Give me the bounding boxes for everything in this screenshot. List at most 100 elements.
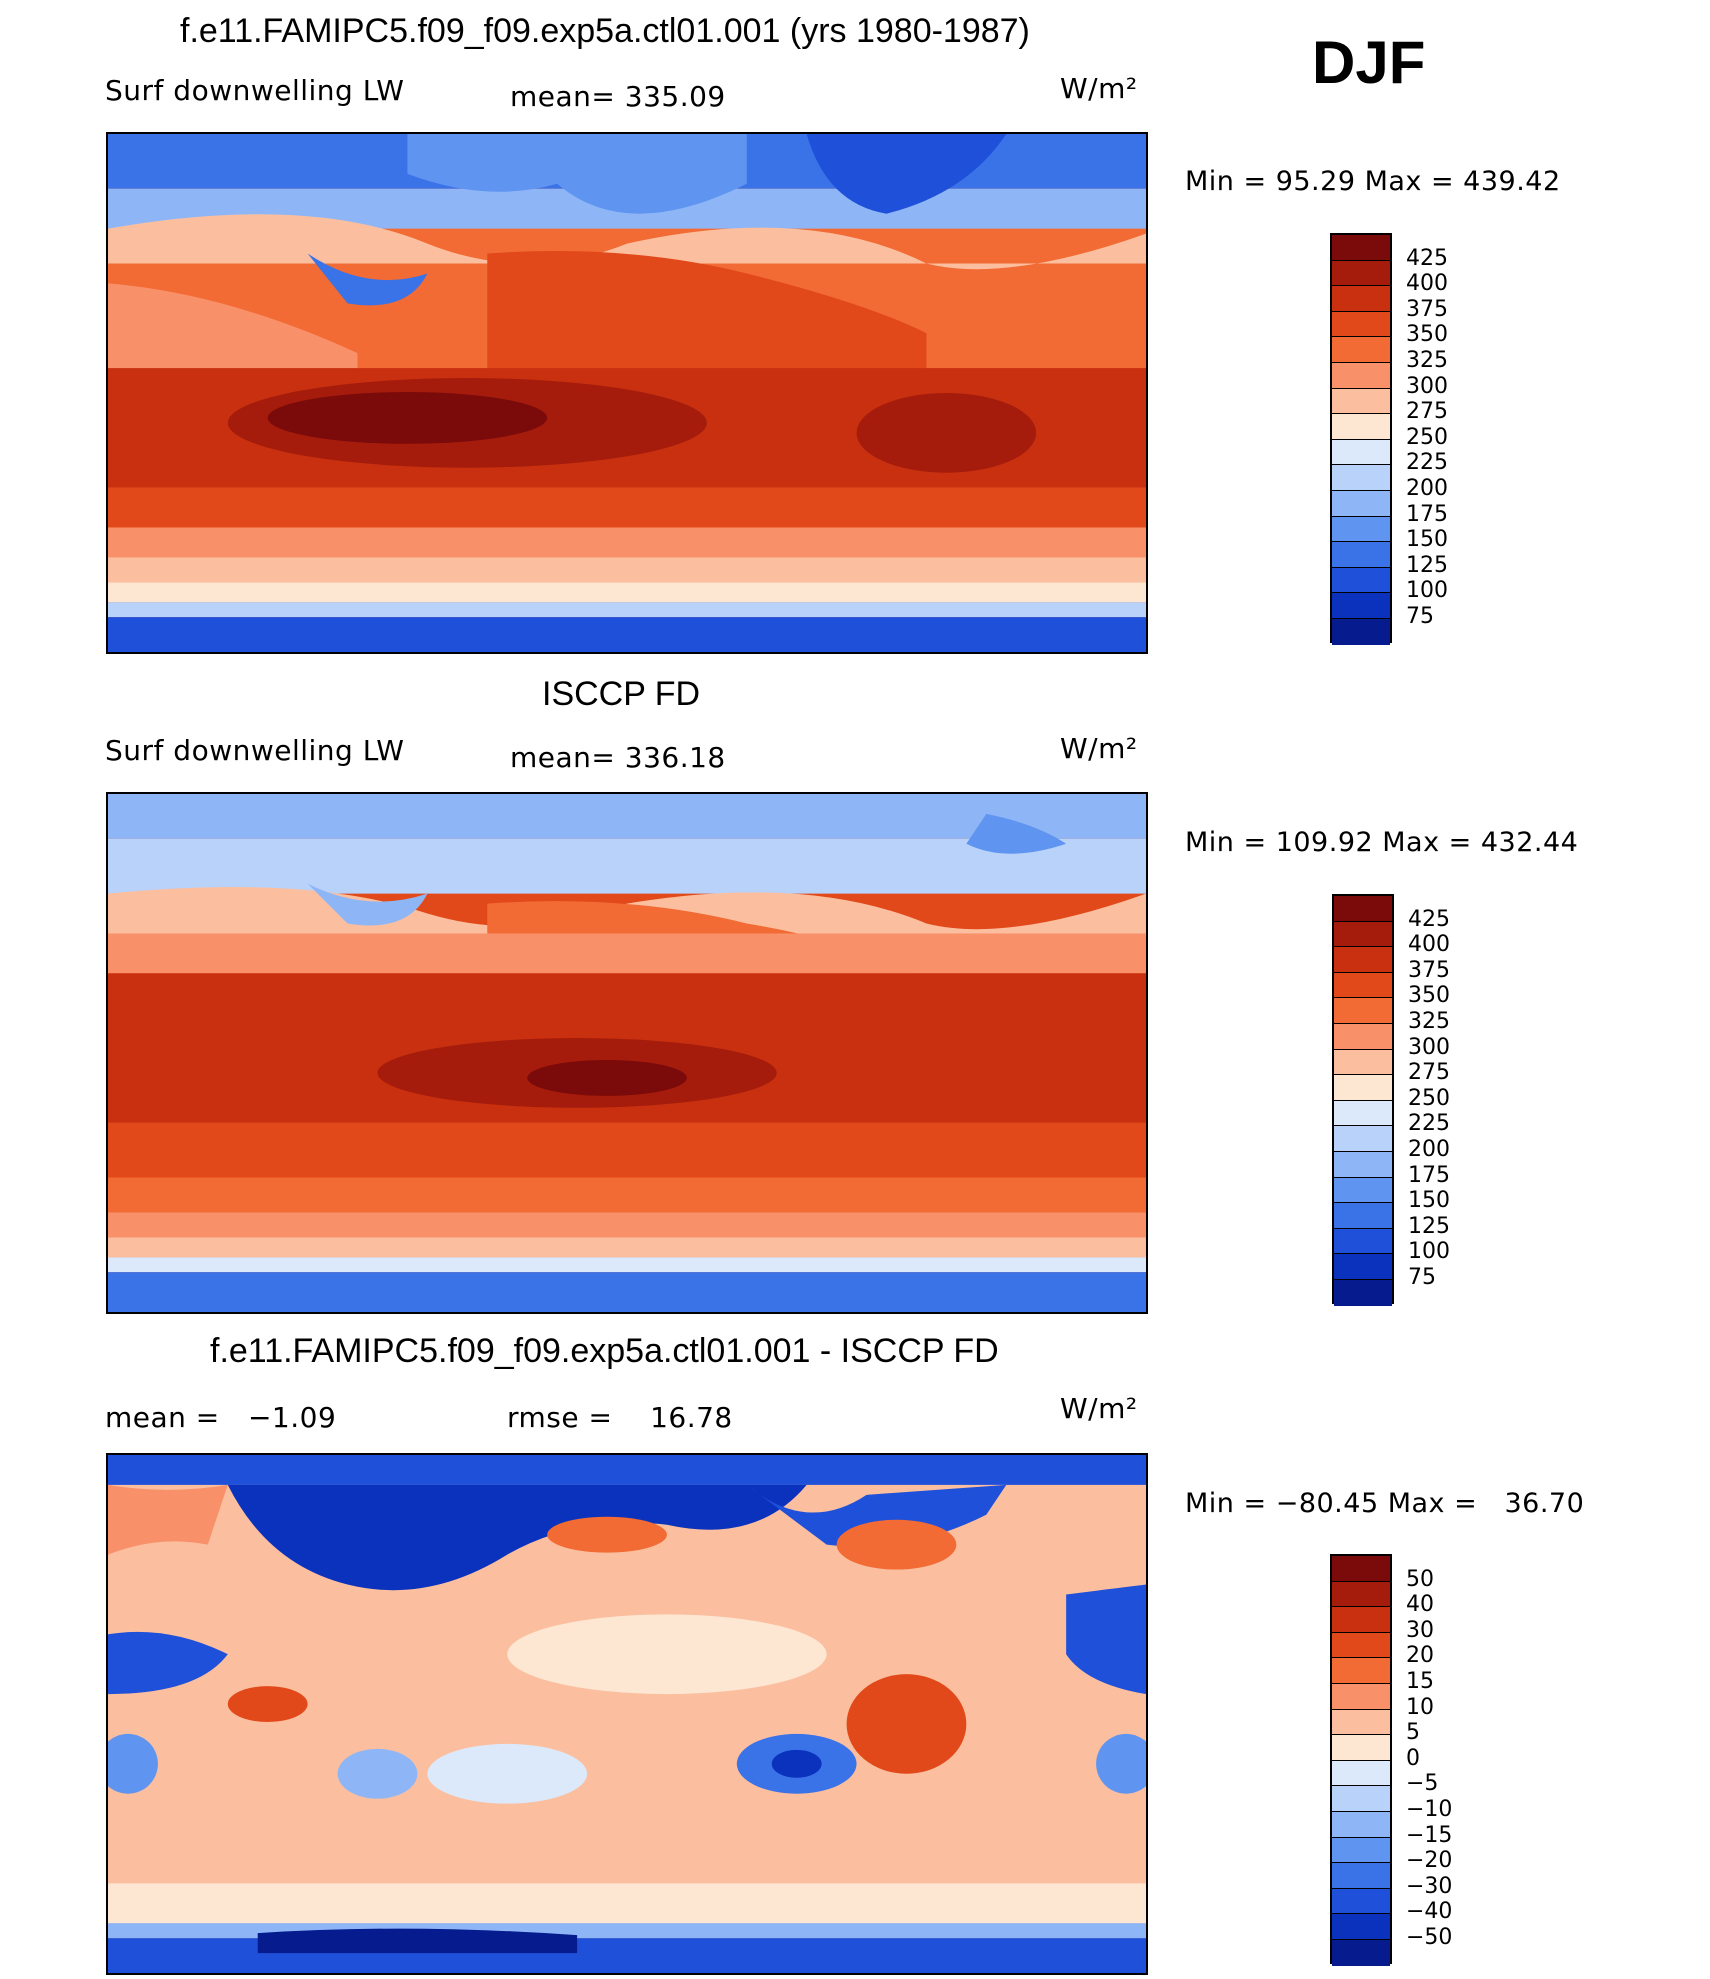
colorbar-tick-label: 125 <box>1408 1213 1450 1239</box>
panel2-variable-label: Surf downwelling LW <box>105 734 405 767</box>
colorbar-swatch <box>1332 567 1390 594</box>
colorbar-tick-label: 425 <box>1406 245 1448 271</box>
panel1-units: W/m² <box>1060 72 1138 105</box>
colorbar-tick-label: 175 <box>1408 1162 1450 1188</box>
colorbar-swatch <box>1334 1279 1392 1306</box>
colorbar-tick-label: 225 <box>1408 1111 1450 1137</box>
colorbar-swatch <box>1334 1228 1392 1255</box>
colorbar-swatch <box>1332 618 1390 645</box>
colorbar-swatch <box>1332 1939 1390 1966</box>
colorbar-swatch <box>1332 1811 1390 1838</box>
colorbar-tick-label: −50 <box>1406 1925 1453 1950</box>
colorbar-tick-label: 100 <box>1408 1239 1450 1265</box>
colorbar-tick-label: 350 <box>1406 322 1448 348</box>
colorbar-swatch <box>1332 1888 1390 1915</box>
colorbar-tick-label: −40 <box>1406 1899 1453 1925</box>
panel3-colorbar: 50 40 30 20 15 10 5 0 −5 −10 −15 −20 −30 −40 −50 <box>1330 1554 1490 1966</box>
colorbar-swatch <box>1332 1632 1390 1659</box>
panel3-map <box>106 1453 1148 1975</box>
colorbar-tick-label: 150 <box>1406 527 1448 553</box>
colorbar-swatch <box>1334 1177 1392 1204</box>
panel1-map-field <box>108 134 1146 652</box>
colorbar-tick-label: 300 <box>1408 1034 1450 1060</box>
colorbar-swatch <box>1332 439 1390 466</box>
colorbar-swatch <box>1334 1151 1392 1178</box>
colorbar-swatch <box>1332 311 1390 338</box>
panel2-colorbar: 425 400 375 350 325 300 275 250 225 200 175 150 125 1… <box>1332 894 1492 1306</box>
colorbar-swatch <box>1332 542 1390 568</box>
panel1-minmax: Min = 95.29 Max = 439.42 <box>1185 166 1561 197</box>
colorbar-swatch <box>1332 1735 1390 1761</box>
colorbar-tick-label: −30 <box>1406 1873 1453 1899</box>
colorbar-tick-label: 325 <box>1406 348 1448 373</box>
panel2-units: W/m² <box>1060 732 1138 765</box>
colorbar-tick-label: 400 <box>1408 932 1450 958</box>
colorbar-swatch <box>1332 1863 1390 1889</box>
panel3-units: W/m² <box>1060 1392 1138 1425</box>
colorbar-swatch <box>1332 1786 1390 1812</box>
colorbar-tick-label: 400 <box>1406 271 1448 297</box>
colorbar-tick-label: 75 <box>1406 604 1434 629</box>
colorbar-swatch <box>1332 1709 1390 1736</box>
colorbar-tick-label: −5 <box>1406 1771 1439 1797</box>
colorbar-swatch <box>1334 947 1392 973</box>
panel2-mean-label: mean= 336.18 <box>510 741 726 774</box>
colorbar-tick-label: 425 <box>1408 906 1450 932</box>
colorbar-tick-label: 300 <box>1406 373 1448 399</box>
colorbar-tick-label: 375 <box>1408 957 1450 983</box>
colorbar-swatch <box>1334 896 1392 922</box>
colorbar-swatch <box>1334 998 1392 1024</box>
colorbar-swatch <box>1334 921 1392 948</box>
colorbar-tick-label: −20 <box>1406 1848 1453 1874</box>
colorbar-tick-label: 75 <box>1408 1265 1436 1290</box>
colorbar-tick-label: 275 <box>1406 399 1448 425</box>
colorbar-tick-label: 10 <box>1406 1694 1434 1720</box>
colorbar-tick-label: 200 <box>1408 1137 1450 1162</box>
colorbar-swatch <box>1332 286 1390 312</box>
colorbar-swatch <box>1334 1049 1392 1076</box>
colorbar-tick-label: 250 <box>1408 1085 1450 1111</box>
colorbar-swatch <box>1332 1556 1390 1582</box>
colorbar-swatch <box>1332 362 1390 389</box>
colorbar-tick-label: 40 <box>1406 1592 1434 1618</box>
colorbar-tick-label: 275 <box>1408 1060 1450 1086</box>
panel1-variable-label: Surf downwelling LW <box>105 74 405 107</box>
colorbar-swatch <box>1332 465 1390 491</box>
colorbar-tick-label: 250 <box>1406 424 1448 450</box>
colorbar-swatch <box>1332 1760 1390 1787</box>
colorbar-tick-label: 30 <box>1406 1617 1434 1643</box>
panel2-title: ISCCP FD <box>542 675 701 713</box>
colorbar-swatch <box>1334 972 1392 999</box>
colorbar-swatch <box>1334 1023 1392 1050</box>
colorbar-tick-label: 0 <box>1406 1745 1420 1771</box>
colorbar-tick-label: 325 <box>1408 1009 1450 1034</box>
colorbar-tick-label: 225 <box>1406 450 1448 476</box>
colorbar-tick-label: 125 <box>1406 552 1448 578</box>
panel1-colorbar-swatches <box>1330 233 1392 645</box>
colorbar-swatch <box>1332 516 1390 543</box>
colorbar-swatch <box>1332 337 1390 363</box>
colorbar-swatch <box>1332 1607 1390 1633</box>
colorbar-tick-label: 5 <box>1406 1720 1420 1746</box>
colorbar-swatch <box>1332 1683 1390 1710</box>
colorbar-swatch <box>1332 414 1390 440</box>
colorbar-swatch <box>1334 1126 1392 1152</box>
colorbar-swatch <box>1334 1203 1392 1229</box>
panel1-mean-label: mean= 335.09 <box>510 80 726 113</box>
panel3-title: f.e11.FAMIPC5.f09_f09.exp5a.ctl01.001 - … <box>210 1332 999 1370</box>
panel2-map <box>106 792 1148 1314</box>
colorbar-swatch <box>1332 490 1390 517</box>
colorbar-swatch <box>1332 388 1390 415</box>
colorbar-swatch <box>1334 1100 1392 1127</box>
colorbar-tick-label: −15 <box>1406 1822 1453 1848</box>
colorbar-tick-label: 200 <box>1406 476 1448 501</box>
colorbar-tick-label: 350 <box>1408 983 1450 1009</box>
colorbar-tick-label: 15 <box>1406 1669 1434 1694</box>
colorbar-tick-label: 375 <box>1406 296 1448 322</box>
panel3-map-field <box>108 1455 1146 1973</box>
panel2-map-field <box>108 794 1146 1312</box>
colorbar-swatch <box>1332 1658 1390 1684</box>
panel3-mean-label: mean = −1.09 <box>105 1401 337 1434</box>
colorbar-tick-label: 175 <box>1406 501 1448 527</box>
colorbar-tick-label: 20 <box>1406 1643 1434 1669</box>
